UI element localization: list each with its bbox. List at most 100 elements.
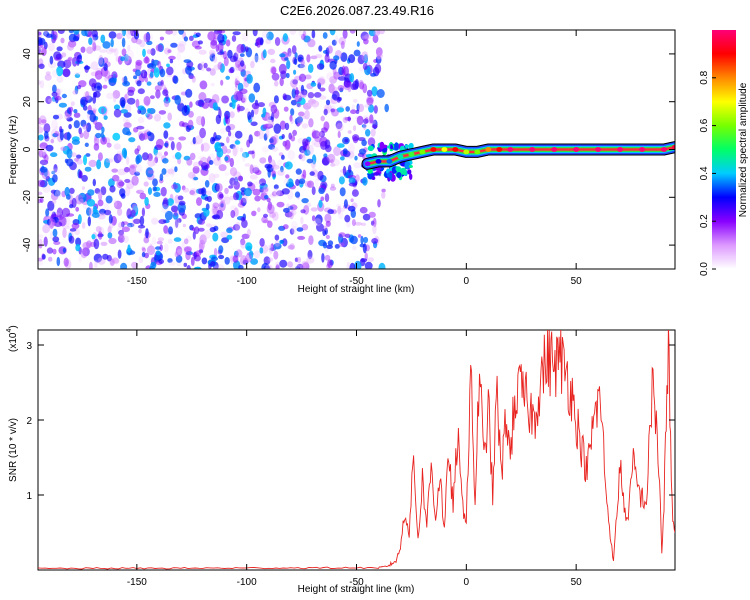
noise-blob [368, 104, 375, 113]
noise-blob [203, 62, 208, 69]
noise-blob [363, 54, 368, 64]
noise-blob [102, 41, 111, 49]
noise-blob [195, 32, 201, 38]
y-tick-label: 2 [26, 416, 32, 427]
noise-blob [336, 143, 345, 148]
noise-blob [194, 226, 200, 235]
noise-blob [254, 52, 259, 63]
noise-blob [342, 148, 348, 155]
noise-blob [301, 123, 309, 129]
noise-blob [306, 158, 313, 164]
noise-blob [311, 100, 320, 108]
noise-blob [51, 168, 61, 175]
noise-blob [89, 112, 97, 123]
noise-blob [262, 123, 271, 130]
noise-blob [327, 240, 334, 246]
noise-blob [342, 30, 348, 39]
noise-blob [176, 248, 184, 255]
noise-blob [136, 80, 142, 87]
noise-blob [86, 46, 94, 54]
noise-blob [66, 131, 71, 141]
noise-blob [215, 114, 222, 125]
signal-point [474, 149, 481, 155]
noise-blob [187, 110, 194, 118]
noise-blob [42, 224, 50, 234]
noise-blob [343, 199, 348, 209]
noise-blob [127, 89, 135, 97]
signal-point [551, 147, 558, 152]
noise-blob [339, 173, 344, 178]
noise-blob [105, 158, 114, 163]
noise-blob [96, 85, 101, 91]
noise-blob [198, 155, 206, 160]
noise-blob [152, 158, 157, 166]
noise-blob [52, 248, 57, 255]
noise-blob [287, 150, 296, 160]
noise-blob [347, 130, 352, 134]
noise-blob [332, 159, 340, 166]
noise-blob [337, 130, 341, 139]
noise-blob [287, 261, 293, 268]
noise-blob [66, 117, 73, 122]
noise-blob [269, 136, 277, 146]
noise-blob [338, 211, 344, 220]
noise-blob [155, 246, 161, 250]
noise-blob [38, 117, 43, 125]
noise-blob [107, 225, 112, 234]
noise-blob [91, 234, 96, 240]
noise-blob [124, 166, 130, 173]
noise-blob [174, 94, 181, 105]
noise-blob [168, 55, 176, 61]
noise-blob [248, 93, 256, 103]
noise-blob [39, 142, 48, 150]
noise-blob [198, 239, 206, 250]
noise-blob [294, 52, 298, 59]
noise-blob [205, 190, 212, 196]
noise-blob [96, 159, 102, 170]
noise-blob [362, 176, 368, 186]
noise-blob [124, 186, 131, 197]
noise-blob [351, 219, 356, 227]
noise-blob [329, 76, 337, 84]
noise-blob [282, 33, 288, 42]
noise-blob [101, 107, 105, 114]
noise-blob [307, 180, 314, 188]
noise-blob [217, 42, 224, 53]
noise-blob [329, 186, 337, 191]
y-tick-label: 1 [26, 491, 32, 502]
signal-point [419, 149, 426, 155]
noise-blob [171, 184, 179, 190]
noise-blob [367, 257, 375, 263]
noise-blob [135, 69, 141, 77]
noise-blob [108, 237, 117, 245]
noise-blob [137, 224, 146, 229]
noise-blob [271, 146, 279, 152]
noise-blob [269, 212, 276, 218]
noise-blob [133, 218, 141, 224]
noise-blob [201, 102, 210, 109]
noise-blob [127, 44, 131, 52]
noise-blob [266, 204, 275, 214]
noise-blob [343, 80, 352, 88]
noise-blob [315, 214, 323, 225]
noise-blob [301, 115, 306, 120]
noise-blob [283, 106, 289, 112]
noise-blob [267, 220, 273, 228]
noise-blob [142, 152, 149, 161]
noise-blob [291, 45, 297, 55]
noise-blob [268, 244, 273, 255]
noise-blob [80, 119, 87, 127]
noise-blob [113, 153, 122, 164]
noise-blob [273, 187, 281, 197]
noise-cloud [38, 30, 414, 269]
noise-blob [376, 30, 380, 35]
noise-blob [307, 101, 314, 107]
noise-blob [271, 164, 280, 170]
noise-blob [198, 49, 207, 55]
noise-blob [322, 241, 327, 249]
noise-blob [123, 75, 128, 85]
noise-blob [296, 116, 303, 125]
noise-blob [324, 193, 330, 203]
noise-blob [95, 132, 102, 139]
signal-point [408, 151, 415, 157]
